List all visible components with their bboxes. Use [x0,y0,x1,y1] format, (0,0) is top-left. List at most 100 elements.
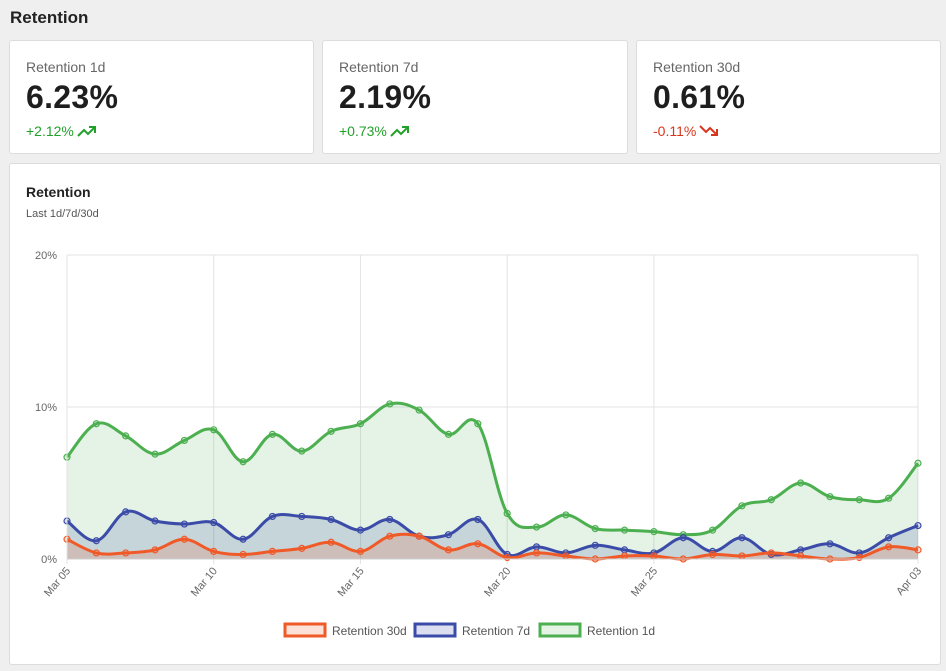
data-point [797,552,805,560]
data-point [855,496,863,504]
data-point [92,537,100,545]
stat-value: 2.19% [339,79,432,115]
data-point [327,515,335,524]
data-point [151,517,159,525]
data-point [650,528,658,536]
data-point [180,436,188,445]
data-point [591,525,599,533]
chart-subtitle: Last 1d/7d/30d [26,208,99,220]
data-point [767,496,775,504]
data-point [708,526,717,534]
stat-delta: +0.73% [339,123,410,139]
data-point [239,550,247,559]
data-point [885,543,893,551]
stat-card-retention-1d: Retention 1d 6.23% +2.12% [9,40,314,154]
data-point [620,526,629,534]
data-point [356,420,365,428]
series-area-retention-7d [67,511,918,559]
data-point [562,511,570,519]
legend-swatch [283,622,327,638]
data-point [532,523,541,531]
data-point [855,553,863,562]
data-point [591,541,599,549]
data-point [914,546,922,554]
data-point [679,534,687,542]
stat-delta-text: +0.73% [339,123,387,139]
series-area-retention-1d [67,403,918,559]
data-point [562,552,570,560]
data-point [210,547,218,555]
data-point [415,532,423,540]
data-point [239,535,247,543]
data-point [797,479,805,487]
legend-swatch [538,622,582,638]
data-point [92,420,100,428]
stat-label: Retention 1d [26,59,106,75]
stat-value: 0.61% [653,79,746,115]
data-point [356,526,365,534]
data-point [327,427,335,435]
data-point [474,540,482,548]
data-point [797,546,805,554]
trend-up-icon [77,125,97,137]
data-point [210,518,218,527]
data-point [356,547,365,555]
data-point [268,430,277,438]
stat-card-retention-30d: Retention 30d 0.61% -0.11% [636,40,941,154]
data-point [268,547,277,555]
data-point [298,512,306,521]
legend-label: Retention 7d [462,624,530,638]
data-point [885,494,893,502]
chart-title: Retention [26,184,91,200]
data-point [180,520,188,528]
data-point [532,543,541,551]
legend-swatch [413,622,457,638]
retention-chart: 0% 10% 20% Mar 05 Mar 10 Mar 15 Mar 20 Mar 25 Ap… [35,250,924,638]
data-point [474,515,482,524]
y-tick-label: 10% [35,402,57,414]
data-point [268,512,277,521]
data-point [122,508,130,516]
page-title: Retention [10,8,89,27]
data-point [386,400,394,408]
data-point [503,509,511,517]
data-point [708,550,717,559]
series-area-retention-30d [67,534,918,560]
data-point [327,538,335,546]
data-point [180,535,188,543]
x-tick-label: Mar 20 [482,565,513,599]
data-point [92,549,100,557]
trend-up-icon [390,125,410,137]
data-point [620,552,629,560]
data-point [239,458,247,466]
x-tick-label: Mar 25 [629,565,660,599]
x-tick-label: Mar 05 [42,565,73,599]
data-point [444,531,453,539]
legend-label: Retention 30d [332,624,407,638]
data-point [386,532,394,540]
data-point [532,549,541,557]
data-point [826,493,834,501]
data-point [914,521,922,530]
data-point [885,534,893,542]
x-tick-label: Mar 15 [336,565,367,599]
data-point [620,546,629,554]
data-point [738,502,746,510]
data-point [151,546,159,554]
data-point [767,549,775,557]
y-tick-label: 20% [35,250,57,262]
stat-label: Retention 7d [339,59,419,75]
data-point [444,546,453,554]
data-point [122,432,130,440]
data-point [298,544,306,552]
chart-card: Retention Last 1d/7d/30d 0% 10% 20% Mar 05 M… [9,163,941,665]
x-tick-label: Apr 03 [894,565,924,598]
legend-label: Retention 1d [587,624,655,638]
stat-delta-text: -0.11% [653,123,697,139]
stat-card-retention-7d: Retention 7d 2.19% +0.73% [322,40,628,154]
series-line-retention-1d [65,401,920,537]
data-point [503,553,511,562]
stat-delta: +2.12% [26,123,97,139]
data-point [122,549,130,557]
y-tick-label: 0% [41,554,57,566]
